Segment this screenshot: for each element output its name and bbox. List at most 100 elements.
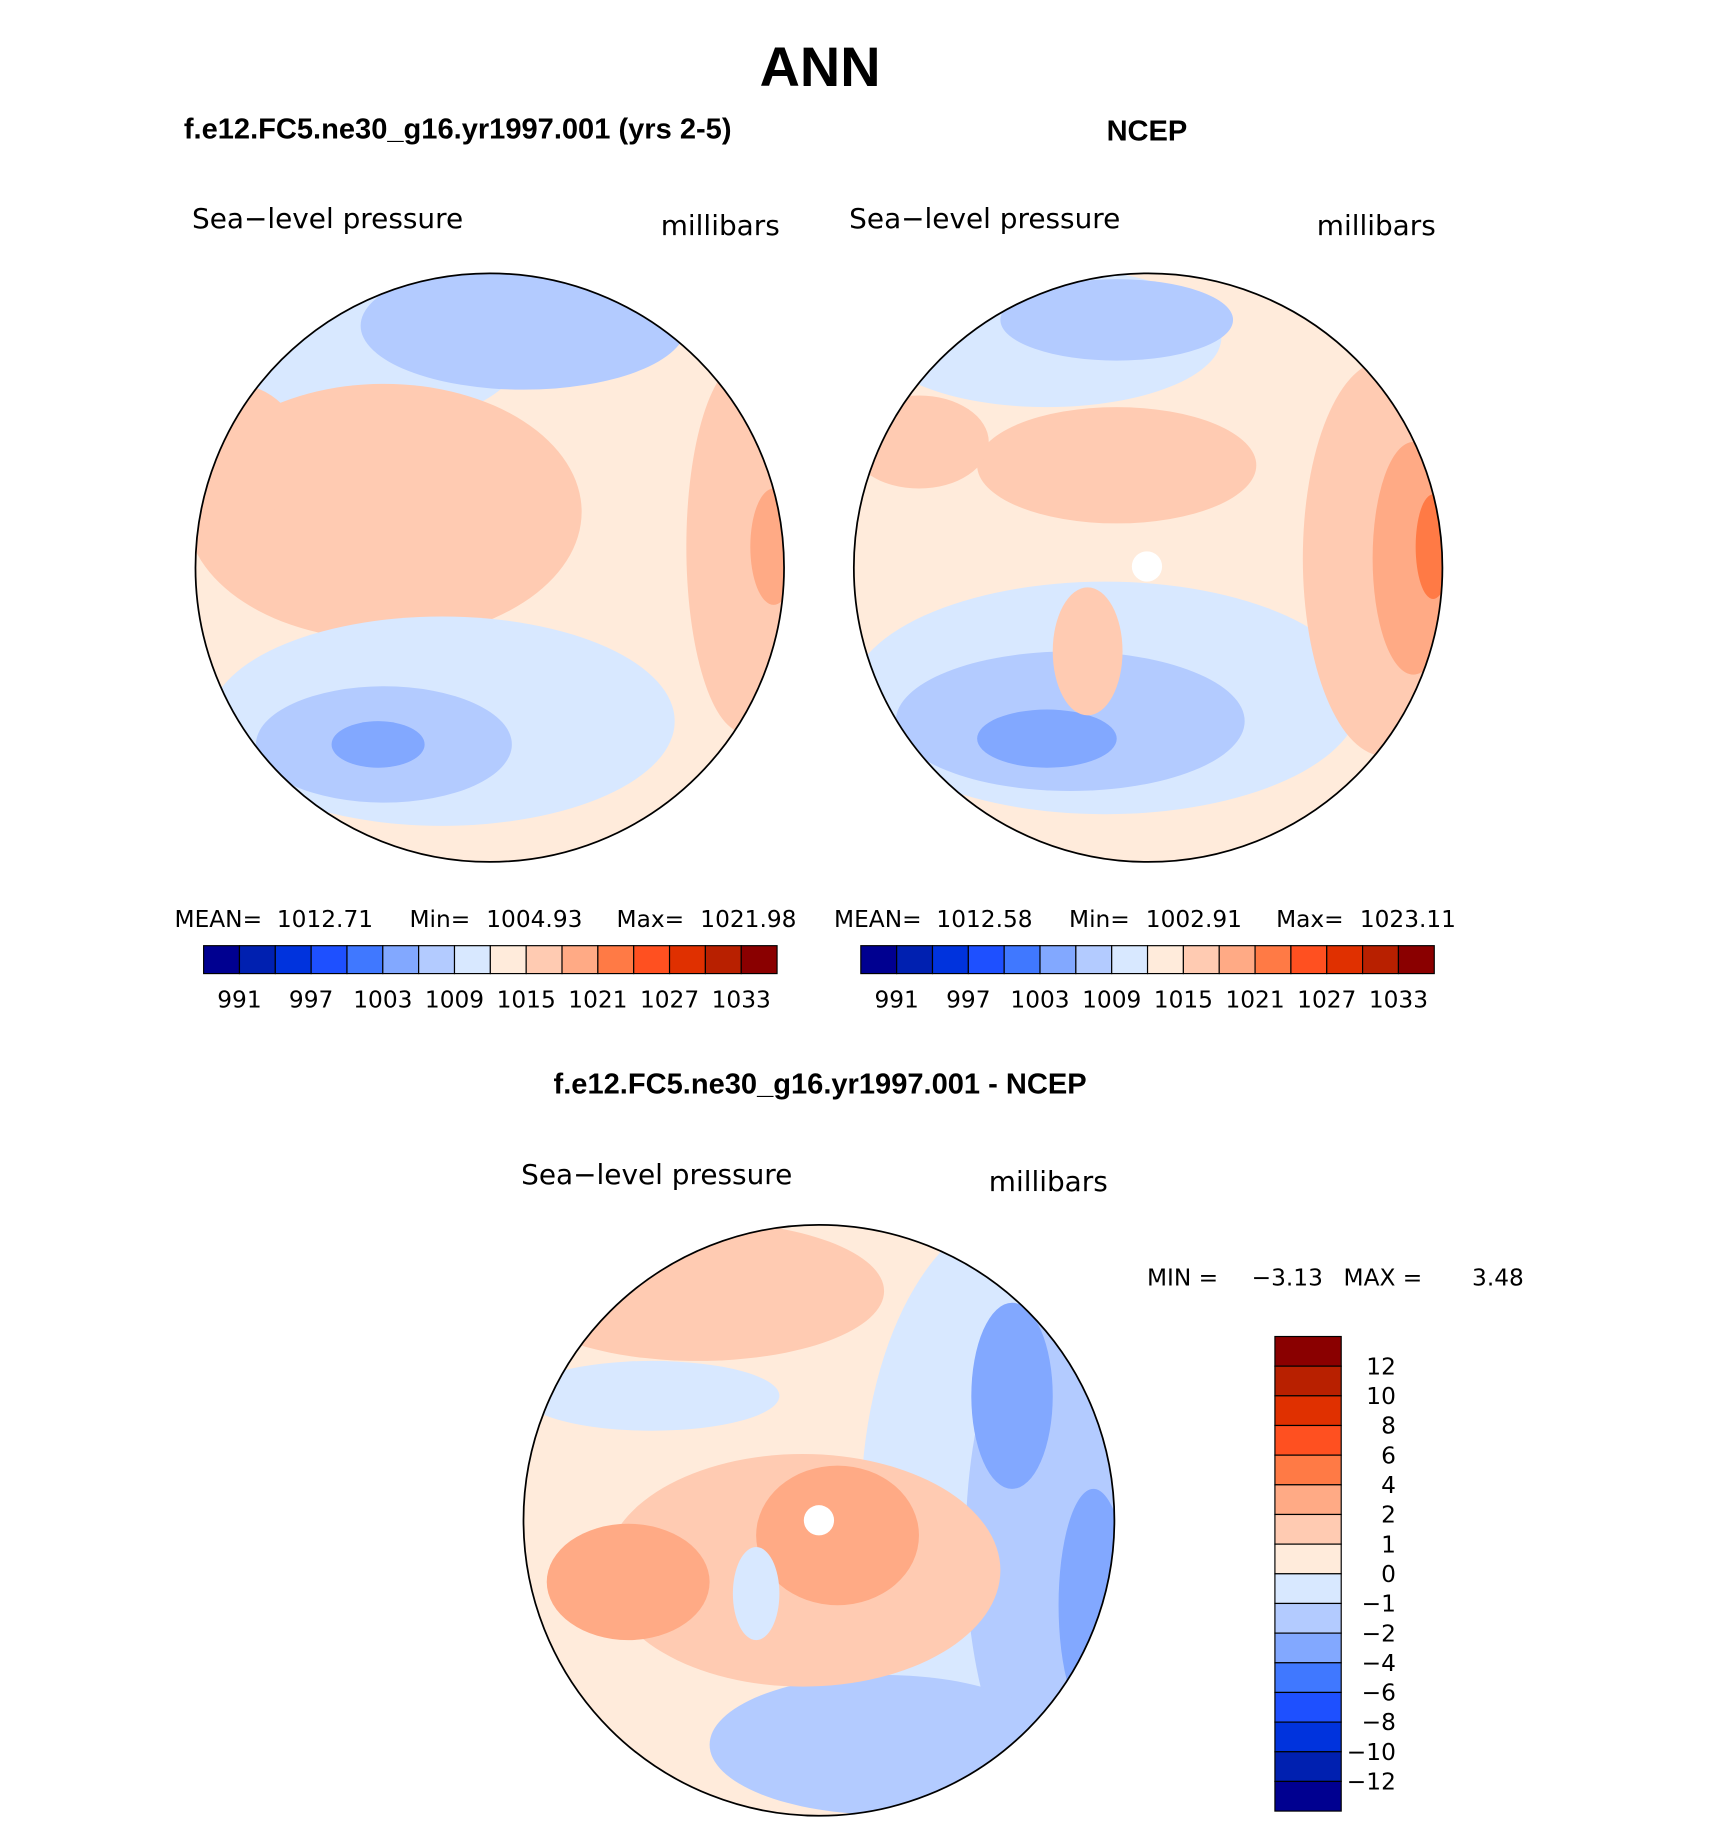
panel2-title: NCEP bbox=[1107, 116, 1188, 148]
colorbar-swatch bbox=[1039, 945, 1077, 975]
colorbar-swatch bbox=[1218, 945, 1256, 975]
colorbar-tick-label: 1033 bbox=[1369, 986, 1428, 1013]
colorbar-tick-label: −4 bbox=[1362, 1650, 1396, 1677]
panel2-missing-pole bbox=[1131, 551, 1163, 582]
colorbar-swatch bbox=[310, 945, 348, 975]
colorbar-swatch bbox=[1003, 945, 1041, 975]
panel3-missing-pole bbox=[803, 1505, 835, 1536]
colorbar-swatch bbox=[1397, 945, 1435, 975]
colorbar-tick-label: 8 bbox=[1381, 1413, 1396, 1440]
colorbar-swatch bbox=[1362, 945, 1400, 975]
colorbar-swatch bbox=[1274, 1395, 1342, 1427]
colorbar-tick-label: 0 bbox=[1381, 1561, 1396, 1588]
colorbar-swatch bbox=[1274, 1424, 1342, 1456]
colorbar-tick-label: 1033 bbox=[712, 986, 771, 1013]
colorbar-swatch bbox=[1274, 1484, 1342, 1516]
panel2-mean-label: MEAN= bbox=[834, 906, 922, 933]
main-title: ANN bbox=[760, 35, 881, 98]
colorbar-tick-label: 991 bbox=[874, 986, 918, 1013]
colorbar-swatch bbox=[1274, 1751, 1342, 1783]
colorbar-swatch bbox=[274, 945, 312, 975]
colorbar-tick-label: −6 bbox=[1362, 1680, 1396, 1707]
colorbar-swatch bbox=[1146, 945, 1184, 975]
panel2-units: millibars bbox=[1317, 209, 1436, 242]
colorbar-tick-label: 1021 bbox=[1225, 986, 1284, 1013]
colorbar-swatch bbox=[1254, 945, 1292, 975]
colorbar-swatch bbox=[489, 945, 527, 975]
panel1-max-value: 1021.98 bbox=[700, 906, 796, 933]
colorbar-tick-label: 1021 bbox=[568, 986, 627, 1013]
colorbar-tick-label: 12 bbox=[1366, 1353, 1396, 1380]
panel3-min-label: MIN = bbox=[1147, 1264, 1218, 1291]
colorbar-tick-label: 1009 bbox=[1082, 986, 1141, 1013]
panel1-title: f.e12.FC5.ne30_g16.yr1997.001 (yrs 2-5) bbox=[184, 113, 732, 145]
colorbar-swatch bbox=[597, 945, 635, 975]
panel3-max-value: 3.48 bbox=[1472, 1264, 1524, 1291]
colorbar-swatch bbox=[453, 945, 491, 975]
colorbar-swatch bbox=[1274, 1513, 1342, 1545]
colorbar-swatch bbox=[740, 945, 778, 975]
colorbar-tick-label: 2 bbox=[1381, 1502, 1396, 1529]
colorbar-tick-label: 1027 bbox=[640, 986, 699, 1013]
panel1-variable: Sea−level pressure bbox=[192, 202, 463, 235]
colorbar-tick-label: −8 bbox=[1362, 1709, 1396, 1736]
colorbar-swatch bbox=[1111, 945, 1149, 975]
panel3-title: f.e12.FC5.ne30_g16.yr1997.001 - NCEP bbox=[554, 1068, 1087, 1100]
colorbar-swatch bbox=[860, 945, 898, 975]
colorbar-tick-label: 1003 bbox=[353, 986, 412, 1013]
colorbar-tick-label: −12 bbox=[1347, 1769, 1396, 1796]
colorbar-tick-label: 1015 bbox=[1154, 986, 1213, 1013]
colorbar-swatch bbox=[1075, 945, 1113, 975]
panel1-min-label: Min= bbox=[409, 906, 470, 933]
colorbar-swatch bbox=[1182, 945, 1220, 975]
colorbar-tick-label: −10 bbox=[1347, 1739, 1396, 1766]
colorbar-tick-label: 1009 bbox=[425, 986, 484, 1013]
colorbar-tick-label: 1027 bbox=[1297, 986, 1356, 1013]
colorbar-swatch bbox=[1274, 1662, 1342, 1694]
colorbar-swatch bbox=[1274, 1543, 1342, 1575]
panel1-colorbar: 991 997 1003 1009 1015 1021 1027 1033 bbox=[203, 945, 778, 1013]
colorbar-swatch bbox=[561, 945, 599, 975]
panel2-mean-value: 1012.58 bbox=[936, 906, 1032, 933]
colorbar-swatch bbox=[1326, 945, 1364, 975]
panel1-units: millibars bbox=[661, 209, 780, 242]
colorbar-swatch bbox=[1274, 1632, 1342, 1664]
panel1-map bbox=[195, 273, 785, 862]
colorbar-swatch bbox=[1274, 1365, 1342, 1397]
colorbar-swatch bbox=[418, 945, 456, 975]
colorbar-swatch bbox=[704, 945, 742, 975]
colorbar-tick-label: 6 bbox=[1381, 1442, 1396, 1469]
colorbar-tick-label: 1015 bbox=[497, 986, 556, 1013]
panel2-min-label: Min= bbox=[1069, 906, 1130, 933]
colorbar-swatch bbox=[203, 945, 241, 975]
colorbar-tick-label: 1 bbox=[1381, 1531, 1396, 1558]
panel2-map-border bbox=[852, 272, 1444, 863]
colorbar-swatch bbox=[633, 945, 671, 975]
panel1-mean-value: 1012.71 bbox=[277, 906, 373, 933]
colorbar-swatch bbox=[525, 945, 563, 975]
panel3-variable: Sea−level pressure bbox=[521, 1158, 792, 1191]
colorbar-swatch bbox=[346, 945, 384, 975]
colorbar-swatch bbox=[896, 945, 934, 975]
colorbar-tick-label: 991 bbox=[217, 986, 261, 1013]
panel3-map-border bbox=[522, 1223, 1116, 1817]
colorbar-swatch bbox=[238, 945, 276, 975]
colorbar-swatch bbox=[1274, 1691, 1342, 1723]
panel1-map-border bbox=[194, 272, 785, 863]
colorbar-swatch bbox=[1274, 1721, 1342, 1753]
colorbar-swatch bbox=[1274, 1335, 1342, 1367]
colorbar-tick-label: −2 bbox=[1362, 1620, 1396, 1647]
panel2-variable: Sea−level pressure bbox=[849, 202, 1120, 235]
colorbar-swatch bbox=[1274, 1602, 1342, 1634]
colorbar-swatch bbox=[931, 945, 969, 975]
panel2-max-value: 1023.11 bbox=[1360, 906, 1456, 933]
colorbar-tick-label: −1 bbox=[1362, 1591, 1396, 1618]
colorbar-tick-label: 997 bbox=[946, 986, 990, 1013]
panel1-min-value: 1004.93 bbox=[486, 906, 582, 933]
colorbar-swatch bbox=[668, 945, 706, 975]
colorbar-swatch bbox=[1290, 945, 1328, 975]
colorbar-tick-label: 4 bbox=[1381, 1472, 1396, 1499]
panel3-min-value: −3.13 bbox=[1252, 1264, 1323, 1291]
panel1-max-label: Max= bbox=[617, 906, 685, 933]
